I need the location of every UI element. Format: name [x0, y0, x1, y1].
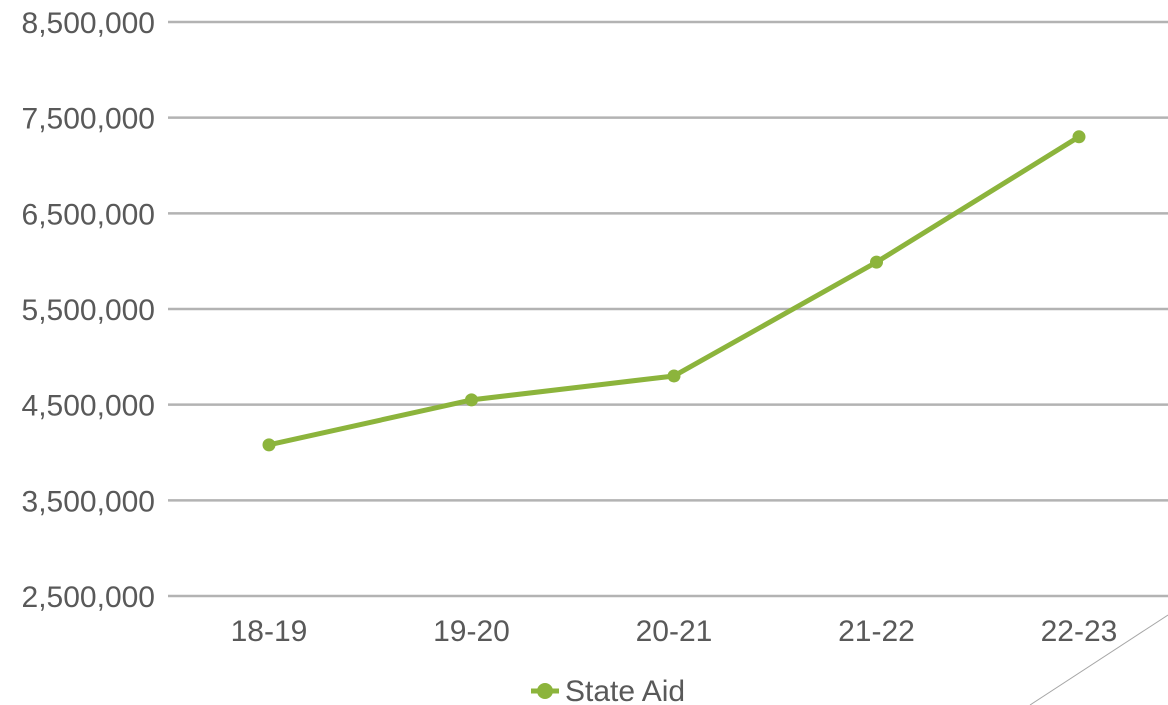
data-point [870, 255, 883, 269]
y-tick-label: 3,500,000 [22, 485, 155, 518]
x-tick-label: 20-21 [636, 615, 713, 648]
data-point [667, 369, 681, 383]
y-tick-label: 5,500,000 [22, 294, 155, 327]
series-line-state-aid [266, 134, 1082, 448]
data-point [465, 393, 478, 407]
y-tick-label: 6,500,000 [22, 198, 155, 231]
y-tick-label: 4,500,000 [22, 390, 155, 423]
x-tick-label: 21-22 [838, 615, 915, 648]
series-group [262, 130, 1086, 452]
legend: State Aid [531, 675, 685, 705]
data-point [262, 438, 276, 452]
x-tick-label: 19-20 [433, 615, 510, 648]
x-tick-label: 22-23 [1041, 615, 1118, 648]
y-tick-label: 2,500,000 [22, 581, 155, 614]
legend-label-state-aid: State Aid [565, 675, 685, 705]
x-tick-label: 18-19 [231, 615, 308, 648]
x-axis: 18-19 19-20 20-21 21-22 22-23 [231, 615, 1118, 648]
y-axis: 2,500,000 3,500,000 4,500,000 5,500,000 6,50… [22, 7, 155, 614]
corner-decoration-line [1029, 614, 1168, 705]
gridlines [168, 20, 1168, 598]
legend-marker-dot [537, 683, 553, 699]
y-tick-label: 8,500,000 [22, 7, 155, 40]
data-point [1072, 130, 1086, 144]
y-tick-label: 7,500,000 [22, 103, 155, 136]
